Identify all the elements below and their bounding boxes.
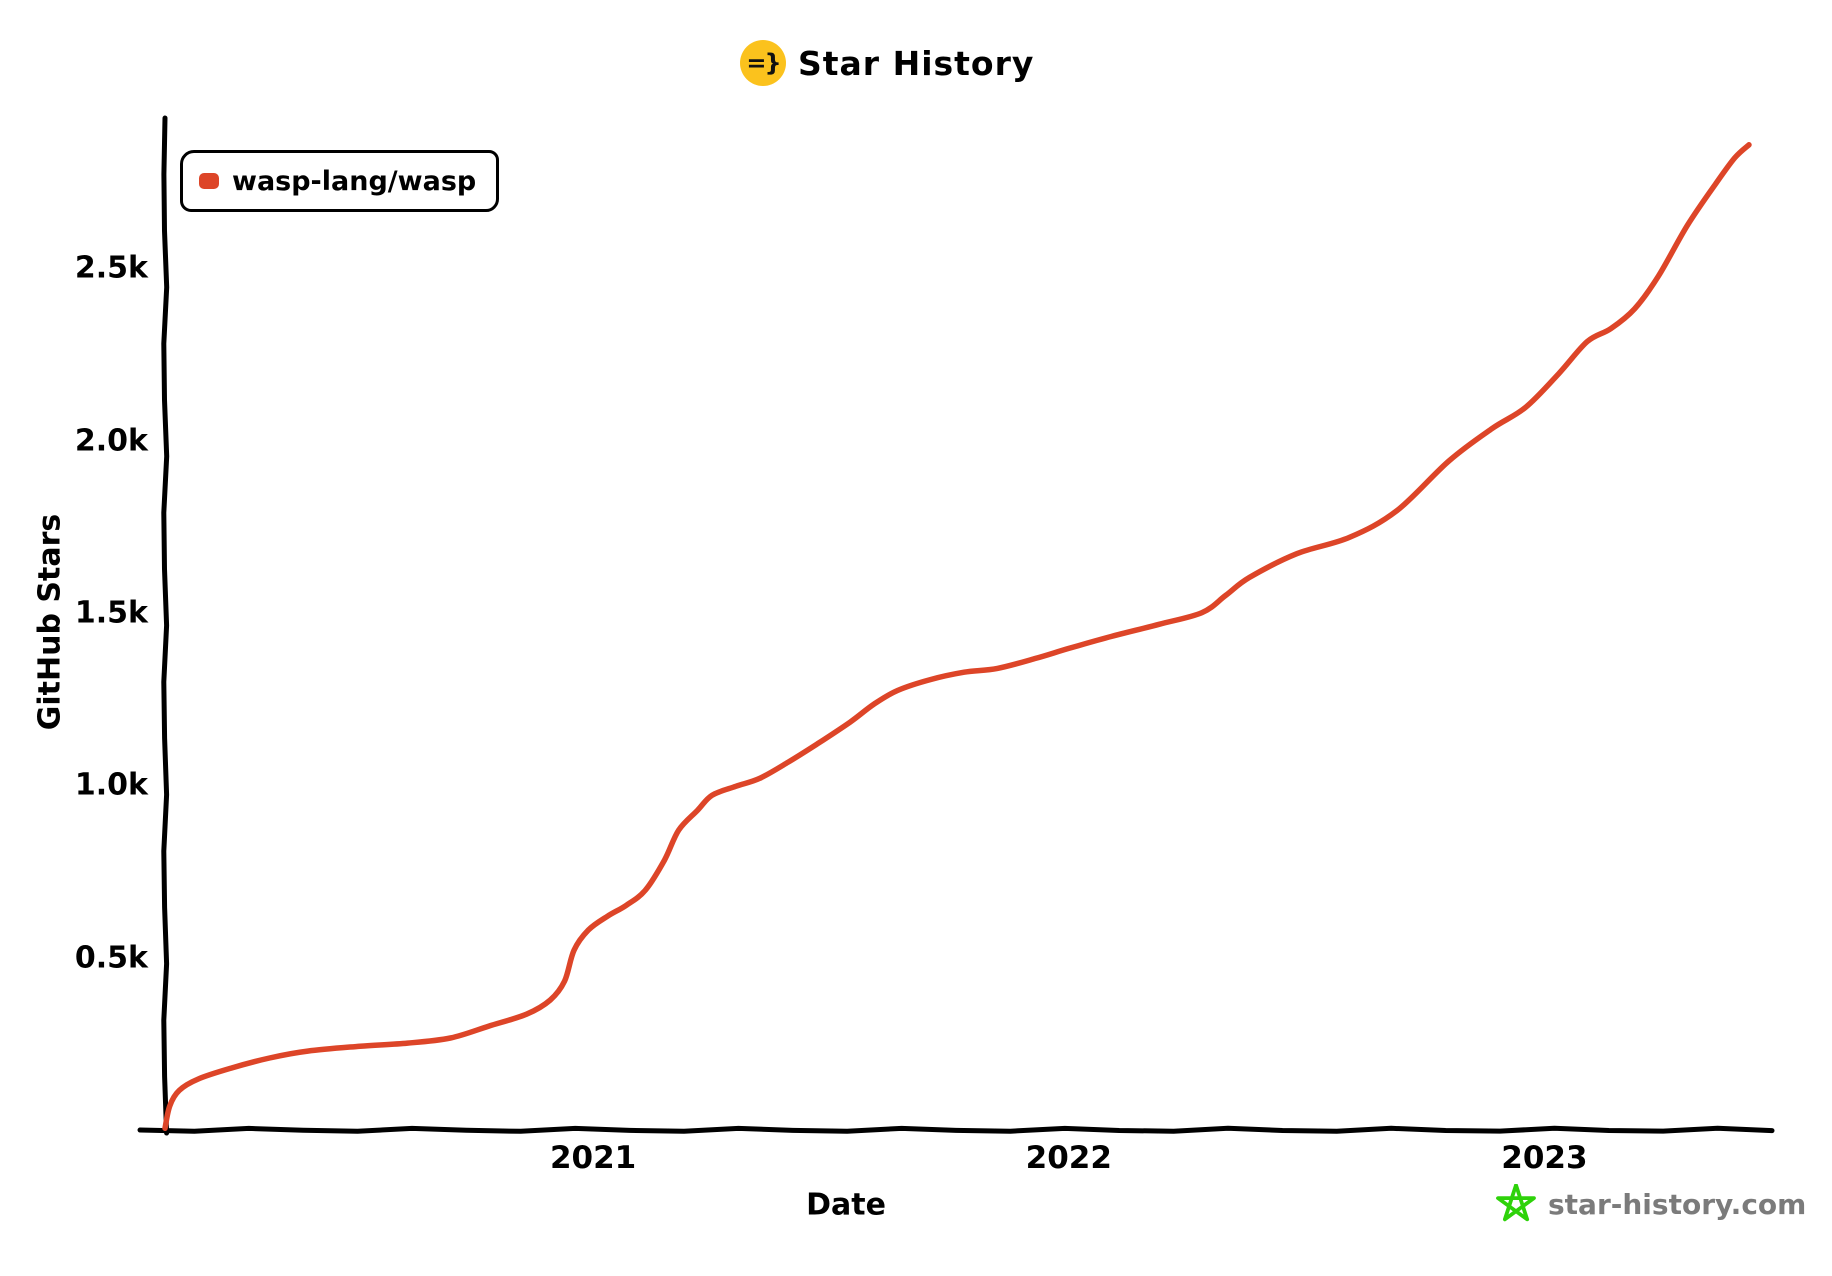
logo-glyph: =} xyxy=(746,49,781,77)
star-history-star-icon xyxy=(1496,1184,1536,1222)
y-tick-1.5k: 1.5k xyxy=(74,595,148,631)
series-line-wasp-lang-wasp[interactable] xyxy=(162,142,1752,1132)
y-tick-2.5k: 2.5k xyxy=(74,250,148,286)
watermark-link[interactable]: star-history.com xyxy=(1496,1184,1806,1224)
x-axis-label: Date xyxy=(806,1187,886,1223)
y-tick-1.0k: 1.0k xyxy=(74,767,148,803)
chart-title-row: =} Star History xyxy=(740,40,1034,86)
y-tick-0.5k: 0.5k xyxy=(74,940,148,976)
x-tick-2021: 2021 xyxy=(549,1140,637,1176)
y-axis-label: GitHub Stars xyxy=(32,513,68,731)
x-tick-2022: 2022 xyxy=(1025,1140,1112,1176)
x-axis-line xyxy=(137,1125,1775,1134)
page-title: Star History xyxy=(798,43,1035,83)
series-label: wasp-lang/wasp xyxy=(232,165,477,197)
star-history-logo-icon: =} xyxy=(740,40,786,86)
legend[interactable]: wasp-lang/wasp xyxy=(180,150,500,212)
series-color-marker xyxy=(199,173,219,189)
watermark-text: star-history.com xyxy=(1548,1187,1807,1221)
y-tick-2.0k: 2.0k xyxy=(74,423,148,459)
y-axis-line xyxy=(161,115,170,1136)
x-tick-2023: 2023 xyxy=(1501,1140,1588,1176)
